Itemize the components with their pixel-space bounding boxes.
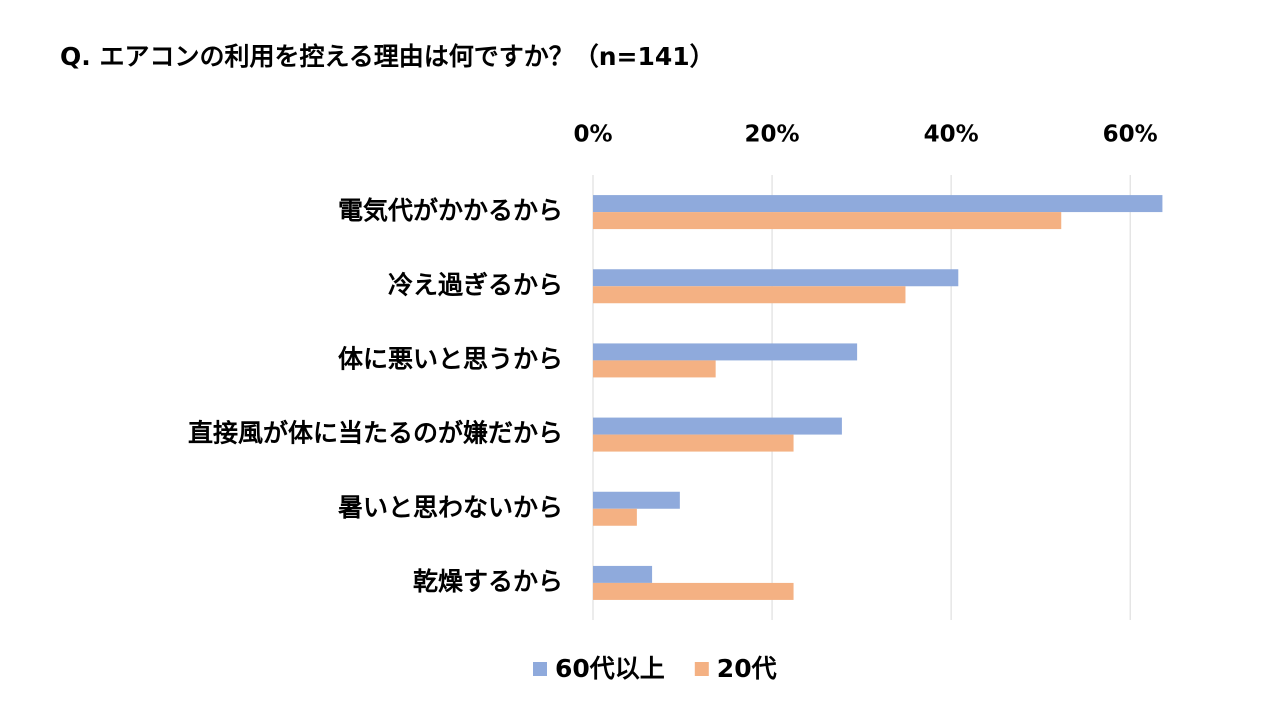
y-tick-label: 冷え過ぎるから: [388, 270, 563, 299]
bar: [593, 360, 716, 378]
legend-label: 60代以上: [555, 654, 665, 683]
bar: [593, 269, 959, 287]
bar: [593, 565, 653, 583]
legend-label: 20代: [717, 654, 777, 683]
legend-swatch: [694, 662, 709, 676]
bar: [593, 195, 1163, 213]
x-tick-label: 60%: [1103, 122, 1158, 148]
x-tick-label: 0%: [573, 122, 612, 148]
bar: [593, 343, 858, 361]
bar: [593, 417, 842, 435]
legend-swatch: [533, 662, 547, 676]
x-tick-label: 20%: [745, 122, 800, 148]
chart-title: Q. エアコンの利用を控える理由は何ですか？（n=141）: [60, 42, 715, 71]
bar: [593, 582, 794, 600]
y-tick-label: 乾燥するから: [413, 567, 563, 596]
bar: [593, 286, 906, 304]
bar: [593, 508, 637, 526]
y-tick-label: 暑いと思わないから: [338, 493, 563, 522]
y-tick-label: 直接風が体に当たるのが嫌だから: [188, 419, 563, 448]
y-tick-label: 体に悪いと思うから: [338, 344, 563, 373]
y-tick-label: 電気代がかかるから: [338, 196, 563, 225]
x-tick-label: 40%: [924, 122, 979, 148]
bar: [593, 434, 794, 452]
bar: [593, 491, 680, 509]
bar: [593, 212, 1062, 230]
